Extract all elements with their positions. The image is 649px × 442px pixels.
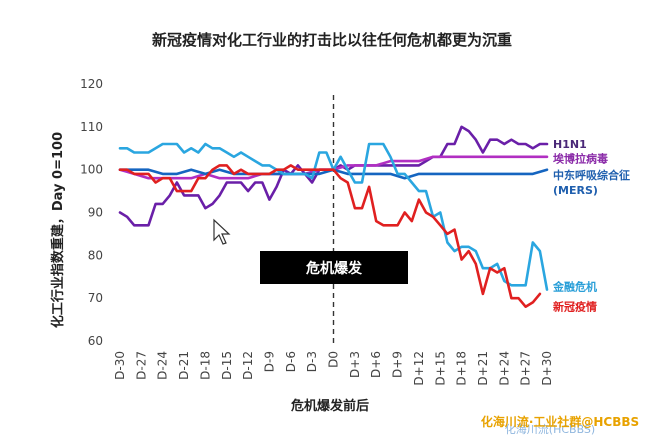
y-tick-label: 60 xyxy=(88,334,103,348)
crisis-callout-box xyxy=(260,251,408,284)
x-tick-label: D-30 xyxy=(113,351,127,380)
x-tick-label: D-21 xyxy=(177,351,191,380)
x-tick-label: D+27 xyxy=(519,351,533,386)
y-tick-label: 100 xyxy=(80,163,103,177)
x-tick-label: D-18 xyxy=(198,351,212,380)
x-tick-label: D+15 xyxy=(433,351,447,386)
y-tick-label: 80 xyxy=(88,248,103,262)
x-tick-label: D+18 xyxy=(455,351,469,386)
x-tick-label: D+12 xyxy=(412,351,426,386)
x-tick-label: D+30 xyxy=(540,351,554,386)
x-tick-label: D-3 xyxy=(305,351,319,372)
chart-title: 新冠疫情对化工行业的打击比以往任何危机都更为沉重 xyxy=(152,31,512,49)
crisis-callout: 危机爆发 xyxy=(260,251,408,284)
x-tick-label: D+6 xyxy=(369,351,383,378)
watermark: 化海川流·工业社群@HCBBS xyxy=(481,414,639,429)
y-axis-ticks: 60 70 80 90 100 110 120 xyxy=(80,77,103,348)
series-lines xyxy=(118,125,549,308)
x-tick-label: D-9 xyxy=(262,351,276,372)
y-tick-label: 110 xyxy=(80,120,103,134)
y-axis-label: 化工行业指数重建，Day 0=100 xyxy=(50,132,66,328)
series-label: 金融危机 xyxy=(552,280,597,294)
x-tick-label: D-6 xyxy=(284,351,298,372)
x-tick-label: D+21 xyxy=(476,351,490,386)
series-label: 中东呼吸综合征 xyxy=(553,168,630,182)
y-tick-label: 70 xyxy=(88,291,103,305)
series-label: H1N1 xyxy=(553,138,587,151)
x-tick-label: D-12 xyxy=(241,351,255,380)
mouse-cursor-icon xyxy=(213,218,231,245)
x-tick-label: D+9 xyxy=(391,351,405,378)
watermark-faint: 化海川流(HCBBS) xyxy=(505,422,595,436)
x-tick-label: D-24 xyxy=(156,351,170,380)
y-tick-label: 120 xyxy=(80,77,103,91)
x-tick-label: D+3 xyxy=(348,351,362,378)
crisis-callout-label: 危机爆发 xyxy=(305,260,363,277)
x-tick-label: D-27 xyxy=(134,351,148,380)
x-tick-label: D+24 xyxy=(497,351,511,386)
x-axis-label: 危机爆发前后 xyxy=(291,398,369,414)
series-line-4 xyxy=(118,164,542,308)
x-tick-label: D0 xyxy=(327,351,341,368)
x-tick-label: D-15 xyxy=(220,351,234,380)
series-label: 新冠疫情 xyxy=(553,300,597,314)
y-tick-label: 90 xyxy=(88,206,103,220)
series-label: (MERS) xyxy=(553,184,598,197)
x-axis-ticks: D-30 D-27 D-24 D-21 D-18 D-15 D-12 D-9 D-6 D-3 D0 D… xyxy=(113,351,554,386)
series-label: 埃博拉病毒 xyxy=(553,152,608,166)
